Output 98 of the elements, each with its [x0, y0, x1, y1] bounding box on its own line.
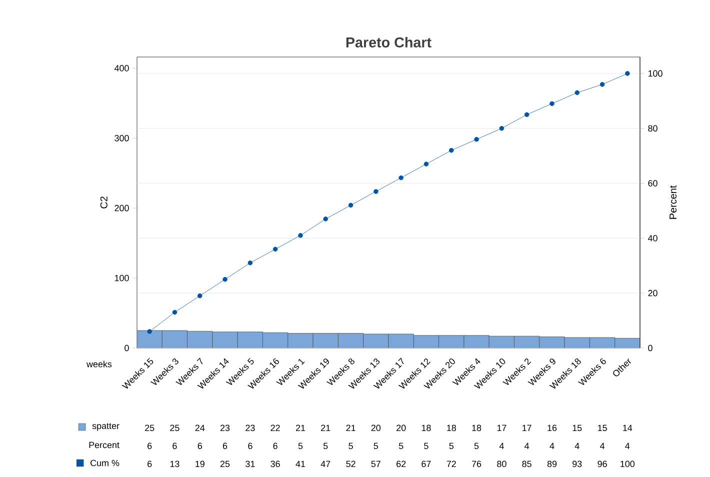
point — [524, 112, 530, 118]
data-label: 67 — [422, 460, 431, 468]
data-label: 19 — [196, 460, 204, 468]
text: 6 — [172, 442, 177, 450]
point — [323, 216, 328, 222]
point — [600, 82, 605, 87]
data-label: 62 — [396, 460, 406, 468]
y2-tick-label: 0 — [648, 344, 652, 352]
point — [625, 71, 630, 76]
point — [172, 310, 178, 315]
text: 6 — [148, 442, 152, 450]
data-label: 18 — [422, 424, 431, 432]
y2-tick-label: 80 — [648, 125, 658, 132]
text: 4 — [550, 442, 554, 449]
text: Percent — [89, 442, 120, 448]
text: 5 — [323, 442, 328, 450]
text: 4 — [574, 442, 580, 449]
y-tick-label: 400 — [114, 65, 129, 72]
data-label: 25 — [170, 424, 180, 432]
point — [448, 148, 454, 153]
text: 6 — [198, 442, 202, 450]
text: 5 — [449, 442, 454, 450]
data-label: 15 — [572, 424, 582, 432]
y2-tick-label: 60 — [648, 180, 658, 186]
text: 5 — [298, 442, 303, 450]
text: 5 — [348, 442, 353, 450]
point — [197, 293, 202, 298]
data-label: 25 — [220, 460, 230, 468]
text: 5 — [424, 442, 428, 450]
data-label: 41 — [296, 460, 306, 467]
y2-tick-label: 40 — [648, 235, 658, 242]
data-label: 23 — [246, 424, 255, 432]
y2-axis-title: Percent — [670, 185, 677, 219]
y-tick-label: 200 — [114, 204, 129, 212]
data-label: 47 — [320, 460, 330, 467]
y-tick-label: 300 — [114, 134, 129, 142]
legend-label: spatter — [92, 423, 120, 431]
point — [424, 162, 429, 166]
data-label: 15 — [598, 424, 607, 432]
data-label: 72 — [446, 460, 456, 467]
point — [298, 233, 303, 238]
legend-label: Cum % — [90, 460, 120, 466]
y-tick-label: 0 — [124, 344, 129, 352]
data-label: 18 — [447, 424, 456, 432]
data-label: 17 — [522, 424, 532, 431]
data-label: 21 — [346, 424, 356, 431]
x-axis-title: weeks — [86, 360, 112, 368]
point — [248, 260, 253, 266]
text: 4 — [499, 442, 504, 449]
text: 4 — [625, 442, 630, 449]
text: 4 — [524, 442, 530, 449]
data-label: 100 — [620, 460, 635, 468]
data-label: 21 — [321, 424, 330, 431]
data-label: 22 — [270, 424, 280, 431]
text: 4 — [600, 442, 605, 449]
point — [147, 329, 152, 334]
data-label: 14 — [623, 424, 632, 431]
point — [222, 276, 228, 282]
data-label: 13 — [170, 460, 180, 468]
chart-title: Pareto Chart — [346, 36, 432, 48]
data-label: 93 — [572, 460, 582, 468]
data-label: 20 — [371, 424, 381, 432]
data-label: 85 — [522, 460, 532, 468]
data-label: 31 — [246, 460, 255, 468]
data-label: 21 — [296, 424, 306, 431]
data-label: 89 — [547, 460, 557, 468]
data-label: 96 — [598, 460, 607, 468]
data-label: 17 — [497, 424, 506, 431]
point — [272, 246, 278, 252]
point — [574, 90, 580, 96]
y-axis-title: C2 — [100, 196, 108, 208]
data-label: 25 — [145, 424, 154, 432]
data-label: 20 — [396, 424, 406, 432]
data-label: 36 — [270, 460, 280, 468]
text: 5 — [398, 442, 404, 450]
data-label: 6 — [148, 460, 152, 468]
text: 6 — [222, 442, 228, 450]
point — [499, 126, 504, 131]
y2-tick-label: 20 — [648, 290, 658, 296]
text: 6 — [273, 442, 278, 450]
data-label: 76 — [472, 460, 482, 468]
point — [398, 175, 404, 180]
text: 5 — [474, 442, 479, 450]
point — [348, 202, 354, 208]
data-label: 18 — [472, 424, 482, 432]
point — [374, 189, 378, 194]
text: 6 — [248, 442, 252, 450]
data-label: 52 — [346, 460, 356, 468]
y-tick-label: 100 — [114, 274, 129, 282]
data-label: 80 — [497, 460, 506, 468]
data-label: 57 — [371, 460, 380, 468]
data-label: 16 — [548, 424, 557, 432]
data-label: 23 — [220, 424, 230, 432]
y2-tick-label: 100 — [648, 70, 662, 77]
point — [474, 136, 479, 142]
text: 5 — [374, 442, 378, 450]
data-label: 24 — [195, 424, 205, 431]
point — [550, 101, 554, 106]
